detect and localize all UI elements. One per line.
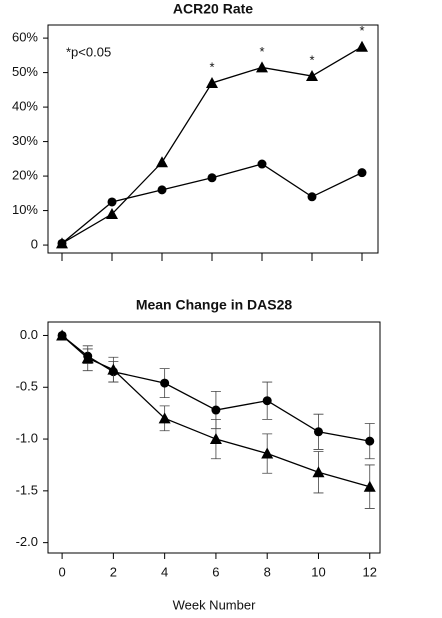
marker-circle [57,238,67,248]
series-line [61,334,370,442]
marker-triangle [81,352,94,364]
marker-triangle [261,447,274,459]
chart-title: ACR20 Rate [173,1,253,17]
marker-triangle [107,363,120,375]
marker-triangle [156,156,168,168]
marker-circle [157,185,167,195]
marker-circle [257,159,267,169]
x-tick-label: 2 [110,564,117,579]
marker-triangle [312,466,325,478]
series-line [61,46,363,244]
significance-label: * [259,44,264,59]
marker-circle [262,396,272,406]
marker-triangle [158,412,171,424]
marker-circle [211,405,221,415]
marker-triangle [306,70,318,82]
x-tick-label: 4 [161,564,168,579]
y-tick-label: 10% [12,202,38,217]
marker-circle [107,197,117,207]
marker-circle [365,436,375,446]
y-tick-label: -0.5 [16,379,38,394]
marker-triangle [363,480,376,492]
y-tick-label: -1.5 [16,482,38,497]
significance-label: * [359,23,364,38]
marker-circle [313,427,323,437]
y-tick-label: -2.0 [16,534,38,549]
y-tick-label: 20% [12,168,38,183]
plot-frame [47,24,379,254]
x-tick-label: 0 [58,564,65,579]
y-tick-label: 40% [12,99,38,114]
marker-triangle [209,433,222,445]
chart-title: Mean Change in DAS28 [136,297,293,313]
marker-circle [160,378,170,388]
marker-triangle [106,208,118,220]
y-tick-label: -1.0 [16,430,38,445]
significance-label: * [209,59,214,74]
significance-label: * [309,52,314,67]
plot-frame [47,321,381,554]
y-tick-label: 60% [12,30,38,45]
marker-circle [307,192,317,202]
marker-circle [357,168,367,178]
y-tick-label: 30% [12,133,38,148]
marker-triangle [56,329,69,341]
x-tick-label: 8 [264,564,271,579]
x-axis-label: Week Number [173,597,257,612]
marker-triangle [356,40,368,52]
x-tick-label: 10 [311,564,325,579]
y-tick-label: 0.0 [20,327,38,342]
y-tick-label: 50% [12,64,38,79]
annotation: *p<0.05 [66,44,111,59]
x-tick-label: 6 [212,564,219,579]
y-tick-label: 0 [31,237,38,252]
marker-circle [207,173,217,183]
marker-triangle [206,76,218,88]
x-tick-label: 12 [363,564,377,579]
marker-triangle [256,61,268,73]
